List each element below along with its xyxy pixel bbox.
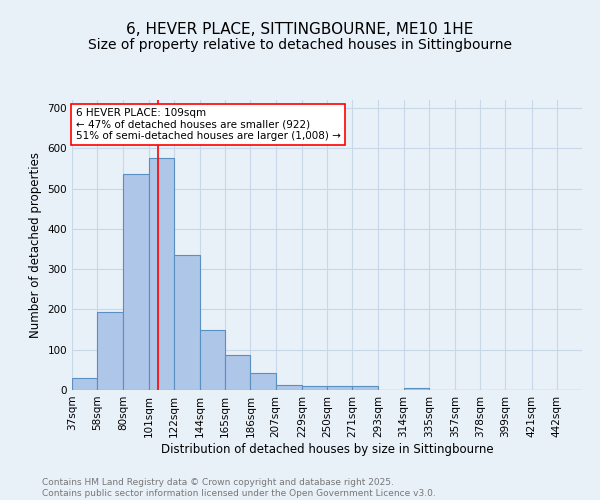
Bar [174, 255, 200, 390]
Bar [200, 330, 225, 390]
X-axis label: Distribution of detached houses by size in Sittingbourne: Distribution of detached houses by size … [161, 442, 493, 456]
Text: Size of property relative to detached houses in Sittingbourne: Size of property relative to detached ho… [88, 38, 512, 52]
Bar [225, 354, 250, 390]
Y-axis label: Number of detached properties: Number of detached properties [29, 152, 42, 338]
Bar [124, 174, 149, 390]
Bar [149, 158, 174, 390]
Bar [352, 386, 379, 390]
Bar [404, 388, 429, 390]
Bar [72, 378, 97, 390]
Text: 6, HEVER PLACE, SITTINGBOURNE, ME10 1HE: 6, HEVER PLACE, SITTINGBOURNE, ME10 1HE [127, 22, 473, 38]
Bar [97, 312, 124, 390]
Bar [275, 385, 302, 390]
Text: Contains HM Land Registry data © Crown copyright and database right 2025.
Contai: Contains HM Land Registry data © Crown c… [42, 478, 436, 498]
Text: 6 HEVER PLACE: 109sqm
← 47% of detached houses are smaller (922)
51% of semi-det: 6 HEVER PLACE: 109sqm ← 47% of detached … [76, 108, 340, 142]
Bar [250, 373, 275, 390]
Bar [302, 386, 327, 390]
Bar [327, 386, 352, 390]
